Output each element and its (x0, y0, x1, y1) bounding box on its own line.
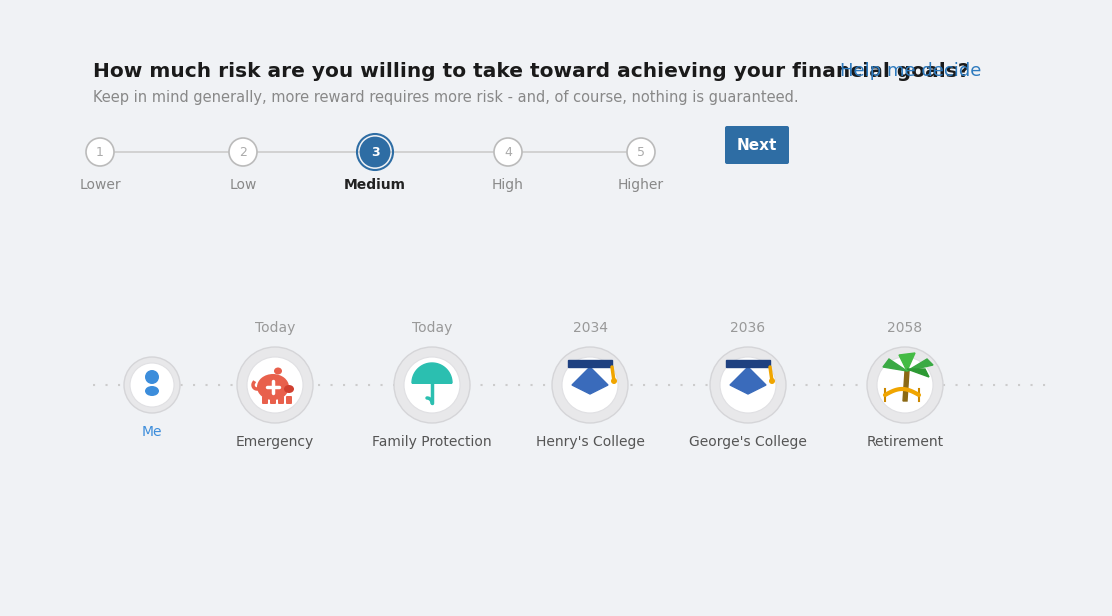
Text: Lower: Lower (79, 178, 121, 192)
Text: Emergency: Emergency (236, 435, 314, 449)
Circle shape (404, 357, 460, 413)
Text: 2034: 2034 (573, 321, 607, 335)
Circle shape (770, 378, 775, 384)
Polygon shape (898, 353, 915, 371)
Ellipse shape (257, 374, 289, 400)
Text: How much risk are you willing to take toward achieving your financial goals?: How much risk are you willing to take to… (93, 62, 970, 81)
Text: Keep in mind generally, more reward requires more risk - and, of course, nothing: Keep in mind generally, more reward requ… (93, 90, 798, 105)
Circle shape (394, 347, 470, 423)
Text: George's College: George's College (689, 435, 807, 449)
Text: Low: Low (229, 178, 257, 192)
Circle shape (867, 347, 943, 423)
Polygon shape (903, 371, 909, 401)
Polygon shape (413, 363, 451, 383)
Circle shape (552, 347, 628, 423)
FancyBboxPatch shape (270, 396, 276, 404)
Text: Today: Today (411, 321, 453, 335)
Text: Henry's College: Henry's College (536, 435, 645, 449)
Circle shape (610, 378, 617, 384)
Circle shape (125, 357, 180, 413)
Text: Retirement: Retirement (866, 435, 944, 449)
Circle shape (494, 138, 522, 166)
Circle shape (130, 363, 173, 407)
Polygon shape (726, 360, 770, 367)
Ellipse shape (145, 386, 159, 396)
Circle shape (237, 347, 312, 423)
Text: Medium: Medium (344, 178, 406, 192)
Circle shape (627, 138, 655, 166)
Text: 1: 1 (96, 145, 103, 158)
Circle shape (719, 357, 776, 413)
Text: 2036: 2036 (731, 321, 765, 335)
Circle shape (877, 357, 933, 413)
Text: Higher: Higher (618, 178, 664, 192)
Ellipse shape (274, 368, 282, 375)
Circle shape (361, 138, 389, 166)
Circle shape (562, 357, 618, 413)
Polygon shape (572, 367, 608, 394)
Text: Next: Next (737, 137, 777, 153)
Polygon shape (907, 359, 933, 371)
Circle shape (229, 138, 257, 166)
FancyBboxPatch shape (278, 396, 284, 404)
Ellipse shape (284, 385, 294, 393)
Polygon shape (907, 369, 929, 377)
Text: 2: 2 (239, 145, 247, 158)
Circle shape (86, 138, 115, 166)
Text: 5: 5 (637, 145, 645, 158)
Text: High: High (493, 178, 524, 192)
Polygon shape (883, 359, 907, 371)
FancyBboxPatch shape (725, 126, 790, 164)
FancyBboxPatch shape (262, 396, 268, 404)
Text: Help me decide: Help me decide (840, 62, 982, 80)
Text: 4: 4 (504, 145, 512, 158)
Polygon shape (568, 360, 612, 367)
Text: Family Protection: Family Protection (373, 435, 492, 449)
FancyBboxPatch shape (286, 396, 292, 404)
Circle shape (145, 370, 159, 384)
Circle shape (709, 347, 786, 423)
Text: Me: Me (141, 425, 162, 439)
Circle shape (247, 357, 302, 413)
Text: 3: 3 (370, 145, 379, 158)
Text: Today: Today (255, 321, 295, 335)
Polygon shape (729, 367, 766, 394)
Text: 2058: 2058 (887, 321, 923, 335)
